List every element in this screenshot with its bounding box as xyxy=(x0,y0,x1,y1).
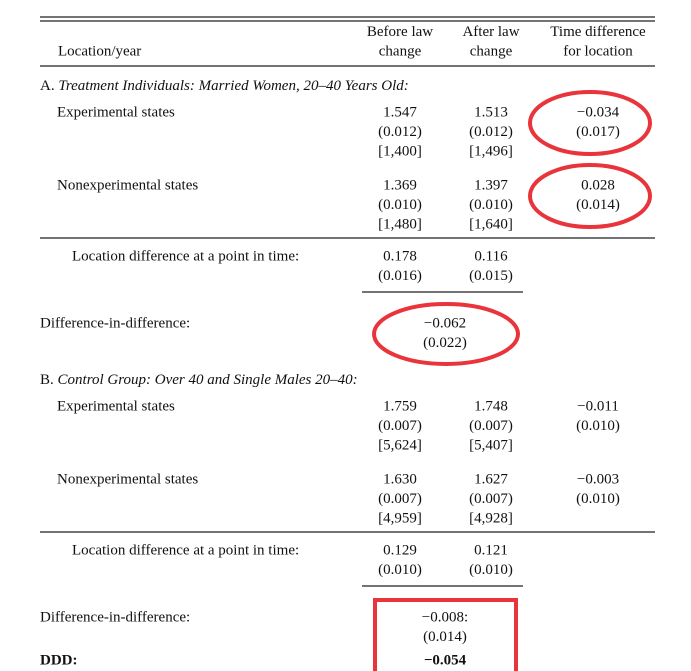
row-label: Experimental states xyxy=(57,104,175,120)
cell: [1,496] xyxy=(469,143,513,159)
cell: 0.178 xyxy=(383,248,417,264)
section-title-text: Control Group: Over 40 and Single Males … xyxy=(58,372,358,388)
section-title-text: Treatment Individuals: Married Women, 20… xyxy=(58,78,408,94)
cell: (0.012) xyxy=(469,124,513,140)
cell: (0.010) xyxy=(576,418,620,434)
cell: (0.017) xyxy=(576,124,620,140)
cell: (0.012) xyxy=(378,124,422,140)
cell: (0.007) xyxy=(378,491,422,507)
column-header: Time difference xyxy=(550,24,646,40)
cell: 1.627 xyxy=(474,471,508,487)
cell: 0.121 xyxy=(474,542,508,558)
cell: −0.011 xyxy=(577,398,619,414)
row-label: Location difference at a point in time: xyxy=(72,248,299,264)
section-title: B. Control Group: Over 40 and Single Mal… xyxy=(40,372,358,388)
column-header: Location/year xyxy=(58,43,141,59)
cell: (0.016) xyxy=(378,268,422,284)
row-label: Nonexperimental states xyxy=(57,177,198,193)
column-header: After law xyxy=(462,24,519,40)
cell: [1,480] xyxy=(378,216,422,232)
cell: [1,640] xyxy=(469,216,513,232)
row-label: Location difference at a point in time: xyxy=(72,542,299,558)
highlight-ellipse xyxy=(528,90,652,156)
row-label: Difference-in-difference: xyxy=(40,315,190,331)
cell: 1.397 xyxy=(474,177,508,193)
cell: −0.062 xyxy=(424,315,466,331)
row-label: DDD: xyxy=(40,652,78,668)
highlight-box xyxy=(373,598,518,671)
cell: (0.010) xyxy=(378,197,422,213)
cell: −0.008: xyxy=(422,609,468,625)
highlight-ellipse xyxy=(528,163,652,229)
cell: (0.007) xyxy=(469,418,513,434)
section-title: A. Treatment Individuals: Married Women,… xyxy=(40,78,409,94)
cell: (0.014) xyxy=(423,629,467,645)
column-header: Before law xyxy=(367,24,433,40)
cell: (0.010) xyxy=(378,562,422,578)
cell: −0.054 xyxy=(424,652,467,668)
cell: [4,928] xyxy=(469,510,513,526)
cell: 1.748 xyxy=(474,398,508,414)
cell: [5,624] xyxy=(378,437,422,453)
column-header: change xyxy=(470,43,513,59)
cell: (0.022) xyxy=(423,335,467,351)
cell: [4,959] xyxy=(378,510,422,526)
cell: 1.759 xyxy=(383,398,417,414)
cell: 1.547 xyxy=(383,104,417,120)
cell: 1.513 xyxy=(474,104,508,120)
row-label: Difference-in-difference: xyxy=(40,609,190,625)
cell: 1.369 xyxy=(383,177,417,193)
cell: (0.010) xyxy=(576,491,620,507)
cell: (0.014) xyxy=(576,197,620,213)
cell: −0.003 xyxy=(577,471,619,487)
cell: 0.129 xyxy=(383,542,417,558)
cell: (0.007) xyxy=(469,491,513,507)
row-label: Experimental states xyxy=(57,398,175,414)
cell: [5,407] xyxy=(469,437,513,453)
column-header: change xyxy=(379,43,422,59)
section-prefix: A. xyxy=(40,78,55,94)
cell: −0.034 xyxy=(577,104,620,120)
highlight-ellipse xyxy=(372,302,520,366)
cell: (0.010) xyxy=(469,562,513,578)
section-prefix: B. xyxy=(40,372,54,388)
cell: (0.010) xyxy=(469,197,513,213)
row-label: Nonexperimental states xyxy=(57,471,198,487)
cell: (0.015) xyxy=(469,268,513,284)
cell: 0.116 xyxy=(474,248,508,264)
cell: (0.007) xyxy=(378,418,422,434)
column-header: for location xyxy=(563,43,633,59)
cell: 0.028 xyxy=(581,177,615,193)
cell: 1.630 xyxy=(383,471,417,487)
cell: [1,400] xyxy=(378,143,422,159)
